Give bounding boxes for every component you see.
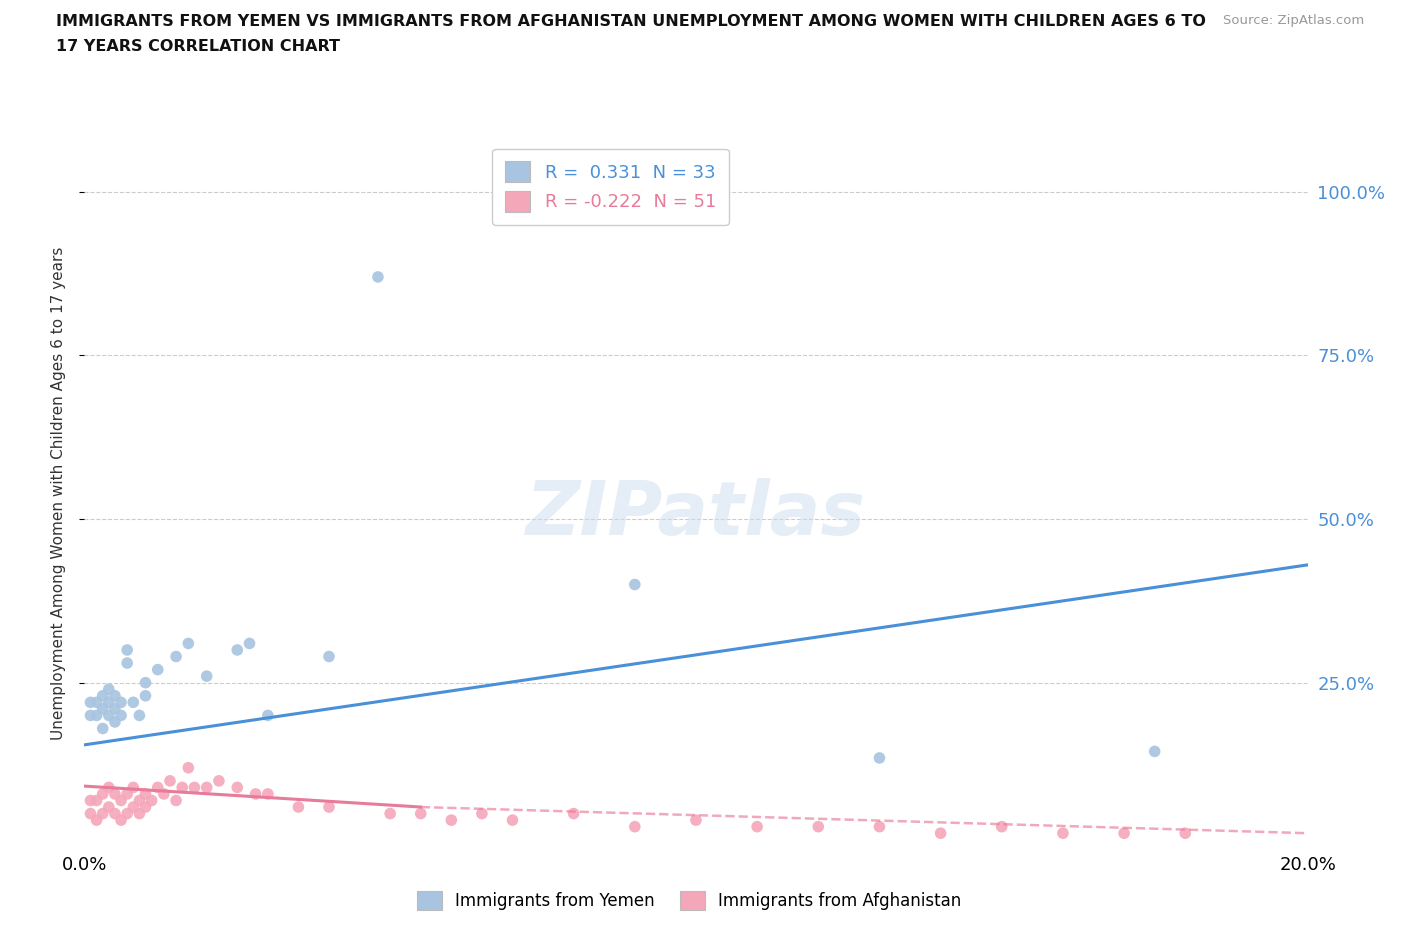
Point	[110, 793, 132, 808]
Point	[110, 695, 132, 710]
Point	[122, 780, 145, 795]
Point	[380, 806, 402, 821]
Point	[1174, 826, 1197, 841]
Legend: R =  0.331  N = 33, R = -0.222  N = 51: R = 0.331 N = 33, R = -0.222 N = 51	[492, 149, 728, 224]
Point	[110, 813, 132, 828]
Point	[257, 787, 280, 802]
Point	[159, 774, 181, 789]
Point	[146, 662, 169, 677]
Point	[146, 780, 169, 795]
Point	[97, 708, 120, 723]
Point	[97, 800, 120, 815]
Point	[86, 813, 108, 828]
Point	[991, 819, 1014, 834]
Point	[91, 721, 114, 736]
Legend: Immigrants from Yemen, Immigrants from Afghanistan: Immigrants from Yemen, Immigrants from A…	[411, 884, 967, 917]
Point	[1143, 744, 1166, 759]
Point	[318, 649, 340, 664]
Point	[624, 819, 647, 834]
Point	[562, 806, 585, 821]
Point	[79, 708, 101, 723]
Point	[409, 806, 432, 821]
Y-axis label: Unemployment Among Women with Children Ages 6 to 17 years: Unemployment Among Women with Children A…	[51, 246, 66, 739]
Point	[128, 793, 150, 808]
Point	[86, 708, 108, 723]
Point	[122, 800, 145, 815]
Point	[208, 774, 231, 789]
Point	[440, 813, 463, 828]
Point	[471, 806, 494, 821]
Point	[318, 800, 340, 815]
Point	[257, 708, 280, 723]
Point	[135, 675, 157, 690]
Text: IMMIGRANTS FROM YEMEN VS IMMIGRANTS FROM AFGHANISTAN UNEMPLOYMENT AMONG WOMEN WI: IMMIGRANTS FROM YEMEN VS IMMIGRANTS FROM…	[56, 14, 1206, 29]
Point	[177, 636, 200, 651]
Point	[97, 780, 120, 795]
Point	[115, 806, 138, 821]
Point	[97, 682, 120, 697]
Point	[177, 761, 200, 776]
Point	[165, 793, 187, 808]
Point	[367, 270, 389, 285]
Point	[287, 800, 309, 815]
Point	[195, 780, 218, 795]
Point	[153, 787, 176, 802]
Point	[624, 578, 647, 592]
Point	[1114, 826, 1136, 841]
Point	[104, 806, 127, 821]
Point	[869, 751, 891, 765]
Point	[91, 688, 114, 703]
Point	[1052, 826, 1074, 841]
Text: 17 YEARS CORRELATION CHART: 17 YEARS CORRELATION CHART	[56, 39, 340, 54]
Point	[135, 800, 157, 815]
Point	[685, 813, 707, 828]
Point	[747, 819, 769, 834]
Point	[115, 787, 138, 802]
Text: Source: ZipAtlas.com: Source: ZipAtlas.com	[1223, 14, 1364, 27]
Point	[165, 649, 187, 664]
Point	[502, 813, 524, 828]
Point	[195, 669, 218, 684]
Point	[115, 643, 138, 658]
Text: ZIPatlas: ZIPatlas	[526, 478, 866, 551]
Point	[97, 695, 120, 710]
Point	[869, 819, 891, 834]
Point	[91, 806, 114, 821]
Point	[104, 787, 127, 802]
Point	[226, 780, 249, 795]
Point	[79, 793, 101, 808]
Point	[807, 819, 830, 834]
Point	[115, 656, 138, 671]
Point	[122, 695, 145, 710]
Point	[86, 793, 108, 808]
Point	[183, 780, 205, 795]
Point	[226, 643, 249, 658]
Point	[79, 806, 101, 821]
Point	[172, 780, 194, 795]
Point	[104, 714, 127, 729]
Point	[135, 688, 157, 703]
Point	[245, 787, 267, 802]
Point	[79, 695, 101, 710]
Point	[929, 826, 952, 841]
Point	[135, 787, 157, 802]
Point	[104, 701, 127, 716]
Point	[128, 708, 150, 723]
Point	[238, 636, 260, 651]
Point	[91, 701, 114, 716]
Point	[91, 787, 114, 802]
Point	[86, 695, 108, 710]
Point	[128, 806, 150, 821]
Point	[141, 793, 163, 808]
Point	[110, 708, 132, 723]
Point	[104, 688, 127, 703]
